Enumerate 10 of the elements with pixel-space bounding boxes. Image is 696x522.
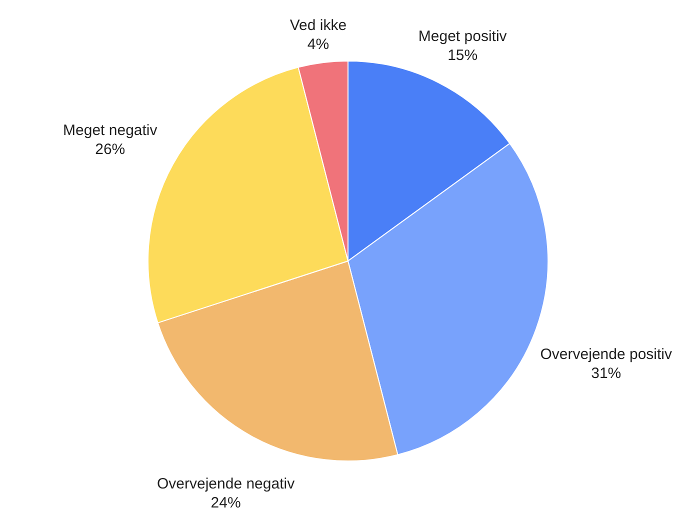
slice-label: Overvejende negativ [156,475,296,492]
data-label: 4% [307,36,330,54]
slice-label: Overvejende positiv [540,346,672,363]
data-label: 31% [591,364,622,382]
data-label: 26% [95,141,126,158]
data-label: 15% [448,47,478,64]
slice-label: Ved ikke [290,17,347,34]
slice-label: Meget negativ [63,122,158,140]
data-label: 24% [210,494,241,512]
slice-label: Meget positiv [418,28,508,46]
